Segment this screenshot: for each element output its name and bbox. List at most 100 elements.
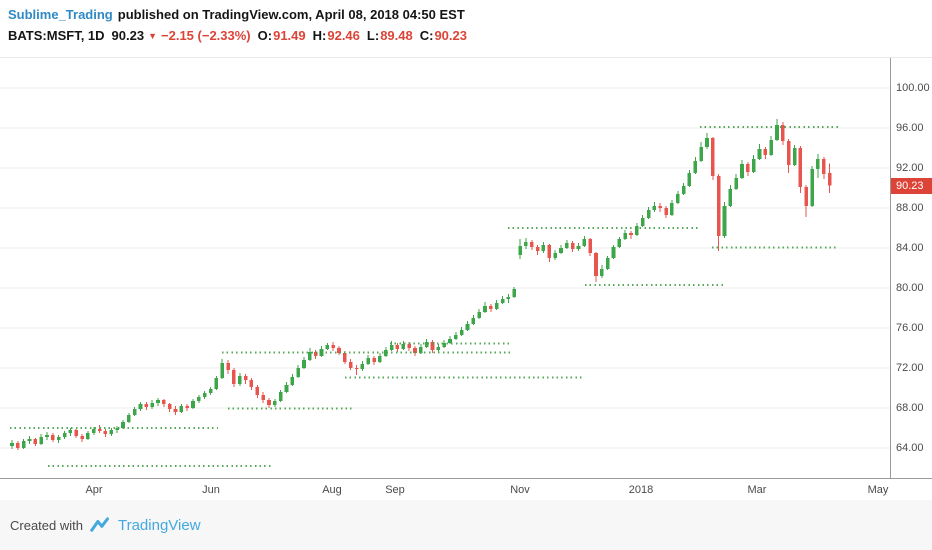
candle-body xyxy=(640,218,645,226)
candle-body xyxy=(442,343,446,347)
candle-body xyxy=(518,246,522,255)
candle-body xyxy=(232,370,236,384)
tradingview-logo-icon xyxy=(90,516,111,534)
candle-body xyxy=(582,239,587,246)
candle-body xyxy=(454,335,458,339)
publication-header: Sublime_Trading published on TradingView.… xyxy=(0,0,932,57)
candle-body xyxy=(524,242,528,246)
price-axis-label: 92.00 xyxy=(896,162,924,174)
candle-body xyxy=(127,415,131,422)
candle-body xyxy=(197,397,201,401)
price-axis-label: 96.00 xyxy=(896,122,924,134)
candle-body xyxy=(97,429,102,431)
candle-body xyxy=(629,233,633,235)
candle-body xyxy=(763,149,768,155)
time-axis-label: Aug xyxy=(322,484,342,496)
candle-body xyxy=(711,138,715,176)
chart-region: 90.23 100.00 96.00 92.00 88.00 84.00 80.00 76.… xyxy=(0,57,932,501)
candle-body xyxy=(103,431,108,434)
candle-body xyxy=(109,430,114,434)
candle-body xyxy=(395,345,400,349)
candle-body xyxy=(249,380,254,387)
candle-body xyxy=(810,169,814,206)
candle-body xyxy=(284,385,289,392)
candle-body xyxy=(734,178,738,189)
candle-body xyxy=(769,140,773,155)
candle-body xyxy=(144,404,149,407)
candle-body xyxy=(156,400,160,403)
candle-body xyxy=(372,358,376,362)
candle-body xyxy=(366,358,371,364)
candle-body xyxy=(51,435,55,440)
candle-body xyxy=(267,400,271,405)
candle-body xyxy=(179,406,184,412)
candle-body xyxy=(670,203,674,215)
candle-body xyxy=(746,164,750,172)
candle-body xyxy=(792,148,797,165)
candle-body xyxy=(150,403,154,407)
time-axis[interactable]: Apr Jun Aug Sep Nov 2018 Mar May xyxy=(0,478,932,501)
candle-body xyxy=(623,233,627,239)
price-axis-label: 76.00 xyxy=(896,322,924,334)
candle-body xyxy=(675,194,680,203)
tradingview-brand-link[interactable]: TradingView xyxy=(117,516,201,534)
candle-body xyxy=(424,342,429,347)
candle-body xyxy=(191,401,195,408)
candle-body xyxy=(401,344,406,349)
author-link[interactable]: Sublime_Trading xyxy=(8,7,113,22)
candle-body xyxy=(173,409,178,412)
candle-body xyxy=(68,430,73,433)
ohlc-open: O:91.49 xyxy=(258,28,306,43)
candle-body xyxy=(74,430,79,436)
candle-body xyxy=(512,289,517,297)
candle-body xyxy=(302,360,306,368)
ohlc-close: C:90.23 xyxy=(420,28,467,43)
candle-body xyxy=(786,141,791,165)
ohlc-low: L:89.48 xyxy=(367,28,413,43)
price-chart[interactable] xyxy=(0,58,890,478)
candle-body xyxy=(407,344,411,348)
candle-body xyxy=(664,208,668,215)
published-text: published on TradingView.com, April 08, … xyxy=(117,7,465,22)
candle-body xyxy=(56,437,61,440)
candle-body xyxy=(115,428,119,430)
publication-line: Sublime_Trading published on TradingView.… xyxy=(8,7,932,22)
time-axis-label: Mar xyxy=(747,484,767,496)
candle-body xyxy=(273,401,277,405)
open-value: 91.49 xyxy=(273,28,306,43)
candle-body xyxy=(255,387,260,395)
candle-body xyxy=(325,345,330,349)
candle-body xyxy=(436,347,441,350)
candle-body xyxy=(483,306,487,312)
candle-body xyxy=(430,342,435,350)
attribution-footer: Created with TradingView xyxy=(0,500,932,550)
candle-body xyxy=(757,149,762,159)
candle-body xyxy=(500,299,505,303)
candle-body xyxy=(331,345,335,348)
candle-body xyxy=(594,253,598,276)
created-with-text: Created with xyxy=(10,517,83,533)
candle-body xyxy=(658,206,663,208)
candle-body xyxy=(208,389,213,393)
price-axis[interactable]: 90.23 100.00 96.00 92.00 88.00 84.00 80.00 76.… xyxy=(890,58,932,478)
time-axis-label: Apr xyxy=(85,484,103,496)
candle-body xyxy=(646,210,651,218)
candle-body xyxy=(86,433,90,439)
down-arrow-icon: ▼ xyxy=(148,30,158,41)
candle-body xyxy=(132,409,137,415)
candle-body xyxy=(91,429,96,433)
candle-body xyxy=(10,443,14,446)
candle-body xyxy=(716,176,721,236)
low-label: L: xyxy=(366,28,380,43)
price-change: −2.15 (−2.33%) xyxy=(161,28,251,43)
last-price-value: 90.23 xyxy=(111,28,145,43)
candle-body xyxy=(489,306,493,309)
candle-body xyxy=(471,318,476,324)
price-axis-label: 68.00 xyxy=(896,402,924,414)
candle-body xyxy=(162,400,166,404)
price-axis-label: 100.00 xyxy=(896,82,930,94)
candle-body xyxy=(740,164,744,178)
candle-body xyxy=(600,269,604,276)
candle-body xyxy=(816,159,820,169)
